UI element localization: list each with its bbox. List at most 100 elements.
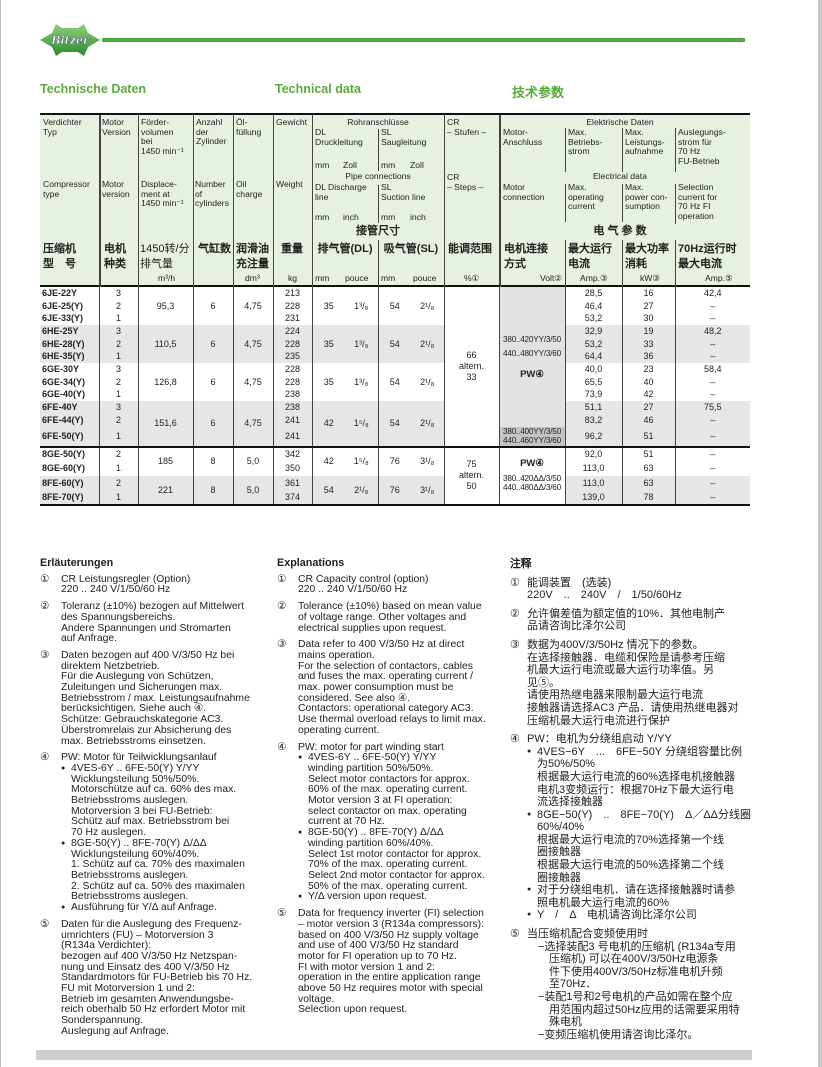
technical-data-table: Verdichter Typ Motor Version Förder- vol…: [40, 113, 750, 507]
note-item: ④ PW：电机为分绕组启动 Y/YY4VES−6Y ... 6FE−50Y 分绕组…: [510, 733, 755, 922]
note-bullet: 8GE-50(Y) .. 8FE-70(Y) Δ/ΔΔ winding part…: [298, 827, 502, 892]
cell-type: 6HE-25Y: [40, 325, 99, 338]
cell-motor-version: 2: [98, 413, 138, 427]
cell-max-power: 40: [621, 375, 675, 389]
cell-motor-version: 1: [98, 426, 138, 447]
hdr-en-elec: Electrical data: [593, 171, 647, 181]
cell-type: 6GE-30Y: [42, 363, 80, 374]
note-item: ② 允许偏差值为额定值的10%．其他电制产 品请咨询比泽尔公司: [510, 608, 755, 633]
cell-sl-inch: 2¹/₈: [420, 300, 435, 311]
note-item: ③ Data refer to 400 V/3/50 Hz at direct m…: [277, 639, 502, 736]
note-item: ① 能调装置 (选装) 220V .. 240V / 1/50/60Hz: [510, 577, 755, 602]
cell-motor-version: 2: [98, 446, 138, 462]
note-item: ⑤ Data for frequency inverter (FI) select…: [277, 908, 502, 1016]
hdr-de-elec: Elektrische Daten: [586, 117, 654, 127]
hdr-zh-elec: 电 气 参 数: [593, 225, 647, 237]
table-row: 6GE-40(Y) 1 238 73,9 42–: [40, 388, 750, 402]
unit-sl-pouce: pouce: [413, 273, 437, 283]
note-marker: ①: [40, 573, 50, 585]
cell-oil-charge: 4,75: [232, 363, 273, 402]
cell-type: 8GE-50(Y): [42, 448, 86, 459]
cell-fi-current: 48,2: [674, 325, 750, 338]
page-border-left: [0, 0, 1, 1067]
cell-oil-charge: 4,75: [232, 287, 273, 326]
notes-zh-heading: 注释: [510, 558, 532, 570]
hdr-zh-oil: 润滑油 充注量: [236, 243, 269, 270]
table-row: 8FE-70(Y) 1 374 139,0 78–: [40, 490, 750, 506]
table-row: 6FE-40Y 3 151,6 6 4,75 238 42 1⁵/₈ 54 2¹/₈ 51,1 27 7…: [40, 401, 750, 447]
unit-weight: kg: [288, 273, 298, 283]
cell-fi-current: –: [674, 312, 750, 326]
note-text: Daten bezogen auf 400 V/3/50 Hz bei dire…: [61, 649, 250, 747]
cell-max-operating-current: 113,0: [564, 461, 622, 476]
cell-oil-charge: 5,0: [232, 446, 273, 476]
cell-max-power: 42: [621, 388, 675, 402]
cell-max-operating-current: 65,5: [564, 375, 622, 389]
cell-oil-charge: 4,75: [232, 325, 273, 364]
note-marker: ③: [40, 649, 50, 661]
cell-sl-inch: 2¹/₈: [420, 376, 435, 387]
hdr-en-sl: SL Suction line: [381, 182, 426, 202]
hdr-zh-conn: 电机连接 方式: [504, 243, 548, 270]
note-text: 当压缩机配合变频使用时 −选择装配3 号电机的压缩机 (R134a专用 压缩机)…: [527, 928, 740, 1041]
voltage-label: 380..400YY/3/50: [502, 427, 561, 437]
hdr-zh-type: 压缩机 型 号: [43, 243, 76, 270]
hdr-de-dl-mm: mm: [315, 160, 330, 170]
hdr-de-dl-zoll: Zoll: [343, 160, 357, 170]
svg-text:Bitzer: Bitzer: [50, 34, 90, 47]
hdr-zh-dl: 排气管(DL): [317, 243, 373, 255]
cell-displacement: 151,6: [137, 401, 193, 447]
voltage-label: 380..420YY/3/50: [502, 334, 561, 344]
note-marker: ⑤: [510, 928, 520, 941]
note-bullet: 8GE-50(Y) .. 8FE-70(Y) Δ/ΔΔ Wicklungstei…: [61, 838, 275, 903]
hdr-zh-cr: 能调范围: [448, 243, 492, 255]
note-item: ① CR Capacity control (option) 220 .. 240…: [277, 573, 502, 596]
table-row: 6JE-22Y 3 95,3 6 4,75 213 35 1³/₈ 54 2¹/₈ 66 alter…: [40, 287, 750, 447]
hdr-zh-fi: 70Hz运行时 最大电流: [678, 243, 737, 270]
notes-en-heading: Explanations: [277, 557, 345, 569]
cell-motor-version: 3: [98, 325, 138, 338]
cell-max-operating-current: 139,0: [564, 490, 622, 506]
cell-motor-version: 2: [98, 375, 138, 389]
note-text: CR Capacity control (option) 220 .. 240 …: [298, 573, 429, 596]
cell-max-power: 23: [621, 363, 675, 376]
hdr-de-cyl: Anzahl der Zylinder: [196, 117, 227, 147]
hdr-zh-cyl: 气缸数: [198, 243, 231, 255]
cell-fi-current: 42,4: [674, 287, 750, 300]
note-marker: ②: [510, 607, 520, 620]
cell-weight: 235: [272, 350, 312, 364]
pw-label: PW④: [520, 458, 544, 470]
table-row: 6GE-30Y 3 126,8 6 4,75 228 35 1³/₈ 54 2¹/₈ 40,0 23 5…: [40, 363, 750, 402]
hdr-de-sl: SL Saugleitung: [381, 127, 427, 147]
cell-max-power: 51: [621, 426, 675, 447]
cell-dl-inch: 1³/₈: [345, 325, 378, 364]
title-de: Technische Daten: [40, 82, 147, 96]
cell-motor-version: 1: [98, 490, 138, 506]
cell-max-operating-current: 51,1: [564, 401, 622, 414]
hdr-zh-kw: 最大功率 消耗: [625, 243, 669, 270]
note-marker: ④: [40, 752, 50, 764]
hdr-en-weight: Weight: [276, 179, 303, 189]
cell-type: 6JE-33(Y): [42, 313, 84, 324]
hdr-de-sl-mm: mm: [381, 160, 396, 170]
hdr-en-sl-mm: mm: [381, 212, 396, 222]
cell-max-operating-current: 92,0: [564, 446, 622, 462]
cell-fi-current: –: [674, 490, 750, 506]
cell-dl-inch: 1⁵/₈: [353, 456, 369, 467]
cell-dl-mm: 35: [311, 363, 345, 402]
cell-sl-inch: 3¹/₈: [411, 475, 444, 506]
title-en: Technical data: [275, 82, 361, 96]
cell-fi-current: –: [674, 413, 750, 427]
cell-type: 6FE-50(Y): [40, 426, 99, 447]
cell-oil-charge: 4,75: [232, 401, 273, 447]
table-row: 6JE-25(Y) 2 228 46,4 27–: [40, 299, 750, 313]
cell-weight: 361: [272, 475, 312, 491]
note-bullet: 8GE−50(Y) .. 8FE−70(Y) Δ／ΔΔ分线圈 60%/40% 根…: [527, 809, 755, 885]
cell-max-operating-current: 32,9: [564, 325, 622, 338]
note-text: PW: motor for part winding start: [298, 741, 444, 753]
cell-weight: 374: [272, 490, 312, 506]
cell-max-operating-current: 53,2: [564, 337, 622, 351]
table-row: 6HE-35(Y) 1 235 64,4 36–: [40, 350, 750, 364]
cell-dl-mm: 42: [311, 446, 345, 476]
cell-fi-current: –: [674, 426, 750, 447]
